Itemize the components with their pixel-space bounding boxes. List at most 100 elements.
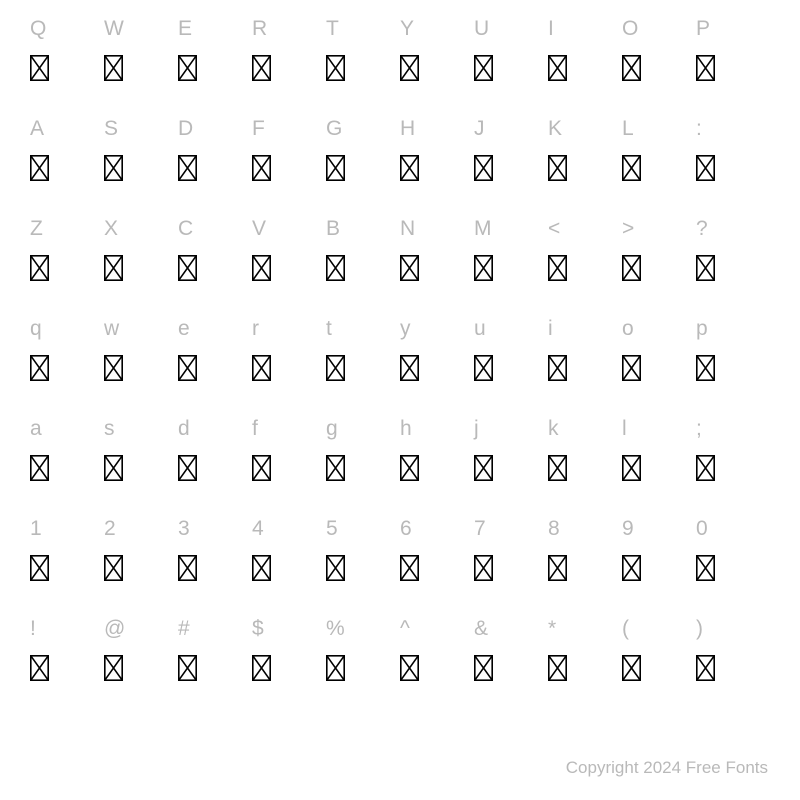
char-cell: >	[622, 218, 696, 318]
char-label: 7	[474, 518, 486, 539]
char-cell: s	[104, 418, 178, 518]
char-label: s	[104, 418, 115, 439]
char-cell: %	[326, 618, 400, 718]
char-label: Y	[400, 18, 414, 39]
notdef-glyph-icon	[622, 155, 641, 181]
char-cell: (	[622, 618, 696, 718]
notdef-glyph-icon	[400, 455, 419, 481]
char-cell: $	[252, 618, 326, 718]
char-label: 4	[252, 518, 264, 539]
char-label: u	[474, 318, 486, 339]
notdef-glyph-icon	[178, 255, 197, 281]
char-cell: @	[104, 618, 178, 718]
notdef-glyph-icon	[30, 155, 49, 181]
char-cell: ;	[696, 418, 770, 518]
char-cell: F	[252, 118, 326, 218]
char-label: o	[622, 318, 634, 339]
char-label: y	[400, 318, 411, 339]
notdef-glyph-icon	[696, 555, 715, 581]
char-label: &	[474, 618, 488, 639]
notdef-glyph-icon	[474, 655, 493, 681]
char-label: J	[474, 118, 485, 139]
notdef-glyph-icon	[696, 455, 715, 481]
char-cell: S	[104, 118, 178, 218]
char-label: K	[548, 118, 562, 139]
char-cell: o	[622, 318, 696, 418]
char-cell: e	[178, 318, 252, 418]
notdef-glyph-icon	[696, 255, 715, 281]
char-label: L	[622, 118, 634, 139]
char-cell: h	[400, 418, 474, 518]
notdef-glyph-icon	[252, 555, 271, 581]
char-label: G	[326, 118, 342, 139]
char-cell: ^	[400, 618, 474, 718]
notdef-glyph-icon	[30, 255, 49, 281]
char-label: Q	[30, 18, 46, 39]
notdef-glyph-icon	[622, 255, 641, 281]
char-label: ?	[696, 218, 708, 239]
notdef-glyph-icon	[326, 455, 345, 481]
notdef-glyph-icon	[696, 155, 715, 181]
notdef-glyph-icon	[104, 455, 123, 481]
char-label: 6	[400, 518, 412, 539]
character-map-grid: QWERTYUIOPASDFGHJKL:ZXCVBNM<>?qwertyuiop…	[0, 0, 800, 718]
char-label: F	[252, 118, 265, 139]
char-label: U	[474, 18, 489, 39]
footer-copyright: Copyright 2024 Free Fonts	[566, 758, 768, 778]
char-cell: Z	[30, 218, 104, 318]
notdef-glyph-icon	[548, 655, 567, 681]
notdef-glyph-icon	[622, 655, 641, 681]
char-cell: J	[474, 118, 548, 218]
notdef-glyph-icon	[326, 155, 345, 181]
notdef-glyph-icon	[178, 655, 197, 681]
char-label: 0	[696, 518, 708, 539]
char-label: 2	[104, 518, 116, 539]
char-label: j	[474, 418, 479, 439]
char-cell: H	[400, 118, 474, 218]
char-cell: W	[104, 18, 178, 118]
char-cell: 8	[548, 518, 622, 618]
notdef-glyph-icon	[252, 55, 271, 81]
char-cell: A	[30, 118, 104, 218]
char-label: h	[400, 418, 412, 439]
char-label: B	[326, 218, 340, 239]
char-cell: q	[30, 318, 104, 418]
char-cell: I	[548, 18, 622, 118]
notdef-glyph-icon	[30, 555, 49, 581]
char-cell: a	[30, 418, 104, 518]
char-label: t	[326, 318, 332, 339]
char-label: l	[622, 418, 627, 439]
notdef-glyph-icon	[474, 55, 493, 81]
notdef-glyph-icon	[400, 555, 419, 581]
char-cell: O	[622, 18, 696, 118]
char-cell: P	[696, 18, 770, 118]
char-label: )	[696, 618, 703, 639]
char-label: S	[104, 118, 118, 139]
char-label: V	[252, 218, 266, 239]
char-cell: X	[104, 218, 178, 318]
notdef-glyph-icon	[696, 655, 715, 681]
notdef-glyph-icon	[178, 155, 197, 181]
char-cell: d	[178, 418, 252, 518]
notdef-glyph-icon	[474, 455, 493, 481]
notdef-glyph-icon	[30, 355, 49, 381]
notdef-glyph-icon	[400, 55, 419, 81]
char-label: p	[696, 318, 708, 339]
char-cell: &	[474, 618, 548, 718]
char-cell: u	[474, 318, 548, 418]
char-label: d	[178, 418, 190, 439]
char-label: !	[30, 618, 36, 639]
char-cell: y	[400, 318, 474, 418]
notdef-glyph-icon	[104, 55, 123, 81]
char-label: N	[400, 218, 415, 239]
notdef-glyph-icon	[104, 655, 123, 681]
char-label: R	[252, 18, 267, 39]
notdef-glyph-icon	[474, 155, 493, 181]
char-label: I	[548, 18, 554, 39]
char-cell: Q	[30, 18, 104, 118]
notdef-glyph-icon	[104, 555, 123, 581]
notdef-glyph-icon	[104, 255, 123, 281]
notdef-glyph-icon	[548, 355, 567, 381]
char-label: 1	[30, 518, 42, 539]
char-cell: L	[622, 118, 696, 218]
